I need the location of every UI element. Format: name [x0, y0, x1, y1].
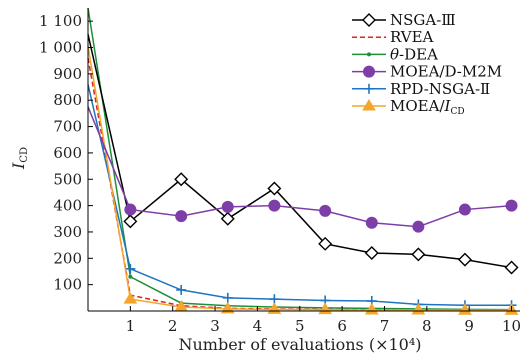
y-tick-label: 1 000: [39, 39, 82, 57]
x-tick-label: 9: [464, 317, 474, 335]
data-point: [128, 274, 133, 279]
data-point: [318, 236, 333, 251]
x-tick-label: 7: [380, 317, 390, 335]
y-tick-label: 700: [53, 118, 82, 136]
y-tick-label: 1 100: [39, 12, 82, 30]
data-point: [319, 204, 332, 217]
y-tick-label: 300: [53, 223, 82, 241]
y-tick-label: 400: [53, 197, 82, 215]
x-tick-label: 5: [295, 317, 305, 335]
data-point: [124, 203, 137, 216]
series-layer: [87, 7, 519, 315]
legend-swatch-marker: [367, 52, 371, 57]
y-tick-label: 200: [53, 249, 82, 267]
x-tick-label: 6: [337, 317, 347, 335]
data-point: [220, 301, 235, 314]
legend-label: RVEA: [390, 28, 434, 46]
data-point: [505, 199, 518, 212]
axes: [87, 8, 520, 312]
series-3: [87, 106, 518, 233]
data-point: [220, 211, 235, 226]
x-axis-label: Number of evaluations (×10⁴): [178, 335, 421, 354]
x-tick-label: 2: [168, 317, 178, 335]
legend-swatch-marker: [363, 65, 375, 78]
y-tick-label: 600: [53, 144, 82, 162]
data-point: [458, 203, 471, 216]
legend-swatch-marker: [362, 13, 376, 27]
data-point: [364, 246, 379, 261]
data-point: [267, 302, 282, 314]
data-point: [411, 247, 426, 262]
legend-swatch-marker: [362, 99, 376, 111]
series-0: [87, 34, 519, 275]
legend-item-0: NSGA-Ⅲ: [352, 11, 456, 29]
x-tick-label: 4: [253, 317, 263, 335]
y-axis-label-sub: CD: [19, 147, 30, 163]
legend-label: θ-DEA: [390, 45, 438, 63]
y-tick-label: 100: [53, 276, 82, 294]
legend-label: RPD-NSGA-Ⅱ: [390, 80, 490, 98]
data-point: [268, 199, 281, 212]
x-tick-label: 3: [210, 317, 220, 335]
data-point: [123, 214, 138, 229]
data-point: [365, 216, 378, 229]
tick-labels: 100 200 300 400 500 600 700 800 900 1 000 1 100 1 2 3…: [39, 12, 521, 335]
data-point: [176, 284, 187, 295]
series-line: [87, 106, 512, 228]
y-axis-label-main: I: [9, 162, 28, 170]
legend: NSGA-ⅢRVEAθ-DEAMOEA/D-M2MRPD-NSGA-ⅡMOEA/…: [352, 11, 502, 117]
data-point: [175, 210, 188, 223]
series-2: [87, 7, 514, 312]
legend-label: MOEA/D-M2M: [390, 63, 502, 81]
legend-item-2: θ-DEA: [352, 45, 438, 63]
data-point: [267, 181, 282, 196]
data-point: [504, 260, 519, 275]
series-line: [87, 84, 512, 306]
data-point: [412, 220, 425, 233]
data-point: [221, 200, 234, 213]
y-tick-label: 500: [53, 170, 82, 188]
legend-item-1: RVEA: [352, 28, 434, 46]
data-point: [174, 172, 189, 187]
legend-item-5: MOEA/ICD: [352, 97, 465, 117]
data-point: [125, 263, 136, 274]
legend-item-3: MOEA/D-M2M: [352, 63, 502, 81]
legend-label: MOEA/ICD: [390, 97, 465, 117]
legend-item-4: RPD-NSGA-Ⅱ: [352, 80, 490, 98]
series-line: [87, 34, 512, 269]
y-tick-label: 900: [53, 65, 82, 83]
y-tick-label: 800: [53, 91, 82, 109]
data-point: [222, 292, 233, 303]
data-point: [123, 292, 138, 304]
y-axis-label: ICD: [9, 147, 30, 170]
x-tick-label: 1: [126, 317, 136, 335]
x-tick-label: 10: [502, 317, 521, 335]
series-line: [87, 7, 512, 311]
legend-swatch-marker: [364, 83, 374, 94]
x-tick-label: 8: [422, 317, 432, 335]
data-point: [457, 252, 472, 267]
legend-label: NSGA-Ⅲ: [390, 11, 456, 29]
series-4: [87, 84, 517, 311]
data-point: [458, 303, 472, 315]
